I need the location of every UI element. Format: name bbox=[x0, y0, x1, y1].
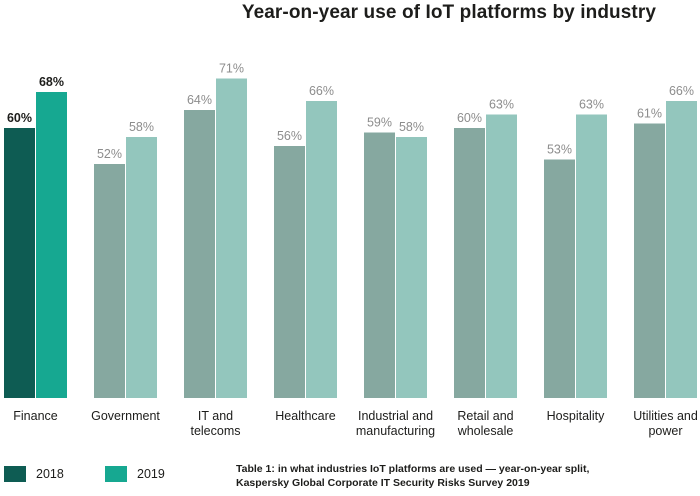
bar-retail-and-wholesale-2019 bbox=[486, 114, 517, 398]
data-label-it-and-telecoms-2019: 71% bbox=[219, 62, 244, 76]
category-label-industrial-and-manufacturing-line2: manufacturing bbox=[356, 424, 435, 438]
bar-hospitality-2019 bbox=[576, 114, 607, 398]
category-label-industrial-and-manufacturing-line1: Industrial and bbox=[358, 409, 433, 423]
data-label-hospitality-2018: 53% bbox=[547, 143, 572, 157]
data-label-hospitality-2019: 63% bbox=[579, 98, 604, 112]
category-label-retail-and-wholesale-line1: Retail and bbox=[457, 409, 513, 423]
data-label-finance-2018: 60% bbox=[7, 111, 32, 125]
bar-utilities-and-power-2018 bbox=[634, 123, 665, 398]
legend-label-2018: 2018 bbox=[36, 467, 64, 481]
category-label-healthcare: Healthcare bbox=[275, 409, 335, 423]
bar-chart-plot: 60% 68% Finance 52% 58% Government 64% 71% IT an… bbox=[4, 62, 698, 438]
bar-it-and-telecoms-2018 bbox=[184, 110, 215, 398]
data-label-government-2019: 58% bbox=[129, 120, 154, 134]
category-label-government: Government bbox=[91, 409, 160, 423]
bar-finance-2019 bbox=[36, 92, 67, 398]
category-label-it-and-telecoms-line1: IT and bbox=[198, 409, 233, 423]
category-label-retail-and-wholesale-line2: wholesale bbox=[457, 424, 514, 438]
bar-healthcare-2019 bbox=[306, 101, 337, 398]
caption-line-2: Kaspersky Global Corporate IT Security R… bbox=[236, 477, 530, 489]
category-label-utilities-and-power-line1: Utilities and bbox=[633, 409, 698, 423]
category-label-utilities-and-power-line2: power bbox=[648, 424, 682, 438]
data-label-industrial-and-manufacturing-2019: 58% bbox=[399, 120, 424, 134]
bar-government-2018 bbox=[94, 164, 125, 398]
data-label-retail-and-wholesale-2018: 60% bbox=[457, 111, 482, 125]
bar-industrial-and-manufacturing-2018 bbox=[364, 132, 395, 398]
legend-label-2019: 2019 bbox=[137, 467, 165, 481]
bar-it-and-telecoms-2019 bbox=[216, 78, 247, 398]
legend-item-2019: 2019 bbox=[105, 466, 165, 482]
bar-retail-and-wholesale-2018 bbox=[454, 128, 485, 398]
chart-title: Year-on-year use of IoT platforms by ind… bbox=[241, 2, 656, 23]
data-label-utilities-and-power-2018: 61% bbox=[637, 107, 662, 121]
chart-caption: Table 1: in what industries IoT platform… bbox=[236, 462, 676, 490]
data-label-it-and-telecoms-2018: 64% bbox=[187, 93, 212, 107]
data-label-government-2018: 52% bbox=[97, 147, 122, 161]
data-label-industrial-and-manufacturing-2018: 59% bbox=[367, 116, 392, 130]
bar-industrial-and-manufacturing-2019 bbox=[396, 137, 427, 398]
bar-finance-2018 bbox=[4, 128, 35, 398]
bar-hospitality-2018 bbox=[544, 159, 575, 398]
legend-swatch-2018 bbox=[4, 466, 26, 482]
data-label-utilities-and-power-2019: 66% bbox=[669, 84, 694, 98]
bar-government-2019 bbox=[126, 137, 157, 398]
legend-swatch-2019 bbox=[105, 466, 127, 482]
data-label-retail-and-wholesale-2019: 63% bbox=[489, 98, 514, 112]
data-label-finance-2019: 68% bbox=[39, 75, 64, 89]
caption-line-1: Table 1: in what industries IoT platform… bbox=[236, 463, 590, 475]
data-label-healthcare-2018: 56% bbox=[277, 129, 302, 143]
bar-utilities-and-power-2019 bbox=[666, 101, 697, 398]
category-label-finance: Finance bbox=[13, 409, 58, 423]
bar-healthcare-2018 bbox=[274, 146, 305, 398]
category-label-it-and-telecoms-line2: telecoms bbox=[190, 424, 240, 438]
category-label-hospitality: Hospitality bbox=[547, 409, 605, 423]
data-label-healthcare-2019: 66% bbox=[309, 84, 334, 98]
legend-item-2018: 2018 bbox=[4, 466, 64, 482]
